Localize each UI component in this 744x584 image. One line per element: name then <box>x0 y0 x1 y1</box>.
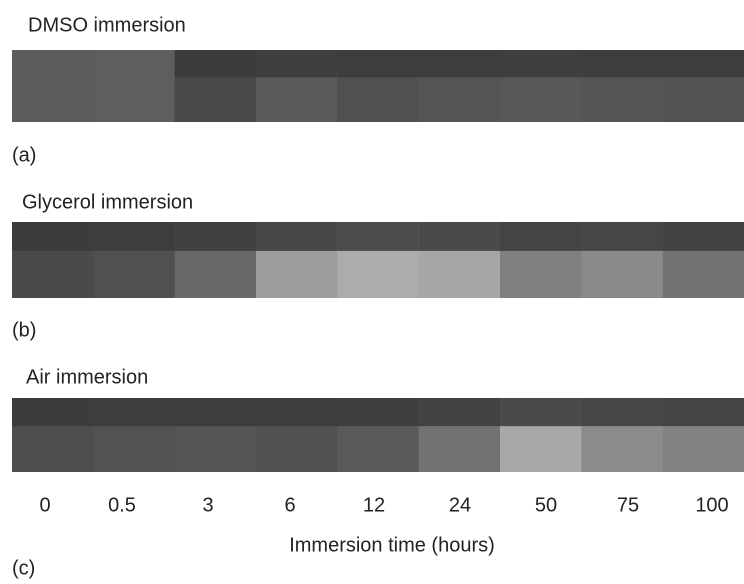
tick-label: 50 <box>535 494 557 516</box>
image-segment-shadow <box>256 222 338 251</box>
tick-label: 6 <box>284 494 295 516</box>
tick-label: 0 <box>39 494 50 516</box>
panel-label: (c) <box>12 557 35 579</box>
image-strips <box>12 50 744 472</box>
image-segment-shadow <box>256 398 338 426</box>
panel-label: (b) <box>12 319 36 341</box>
image-segment-shadow <box>12 222 94 251</box>
image-segment-shadow <box>581 398 663 426</box>
image-segment-shadow <box>500 50 582 77</box>
panel-label: (a) <box>12 144 36 166</box>
image-segment-shadow <box>93 398 175 426</box>
figure: DMSO immersion (a) Glycerol immersion (b… <box>0 0 744 584</box>
image-segment-shadow <box>419 222 501 251</box>
image-segment-shadow <box>175 222 257 251</box>
panel-title: Air immersion <box>26 366 148 388</box>
panel-title: DMSO immersion <box>28 14 186 36</box>
image-segment-shadow <box>581 50 663 77</box>
image-segment-shadow <box>337 50 419 77</box>
image-segment-shadow <box>337 398 419 426</box>
axis-label: Immersion time (hours) <box>289 534 495 556</box>
tick-label: 12 <box>363 494 385 516</box>
image-segment-shadow <box>419 398 501 426</box>
tick-label: 0.5 <box>108 494 136 516</box>
image-segment-shadow <box>256 50 338 77</box>
image-segment-shadow <box>12 398 94 426</box>
image-segment-shadow <box>581 222 663 251</box>
image-segment-shadow <box>419 50 501 77</box>
image-segment-shadow <box>663 222 744 251</box>
tick-label: 24 <box>449 494 471 516</box>
image-segment-shadow <box>500 222 582 251</box>
image-segment-shadow <box>175 398 257 426</box>
image-segment <box>93 50 175 122</box>
tick-label: 3 <box>202 494 213 516</box>
image-segment-shadow <box>663 50 744 77</box>
image-segment-shadow <box>500 398 582 426</box>
image-segment-shadow <box>337 222 419 251</box>
image-segment-shadow <box>93 222 175 251</box>
image-segment <box>12 50 94 122</box>
tick-label: 100 <box>695 494 728 516</box>
image-segment-shadow <box>663 398 744 426</box>
tick-label: 75 <box>617 494 639 516</box>
panel-title: Glycerol immersion <box>22 191 193 213</box>
image-segment-shadow <box>175 50 257 77</box>
